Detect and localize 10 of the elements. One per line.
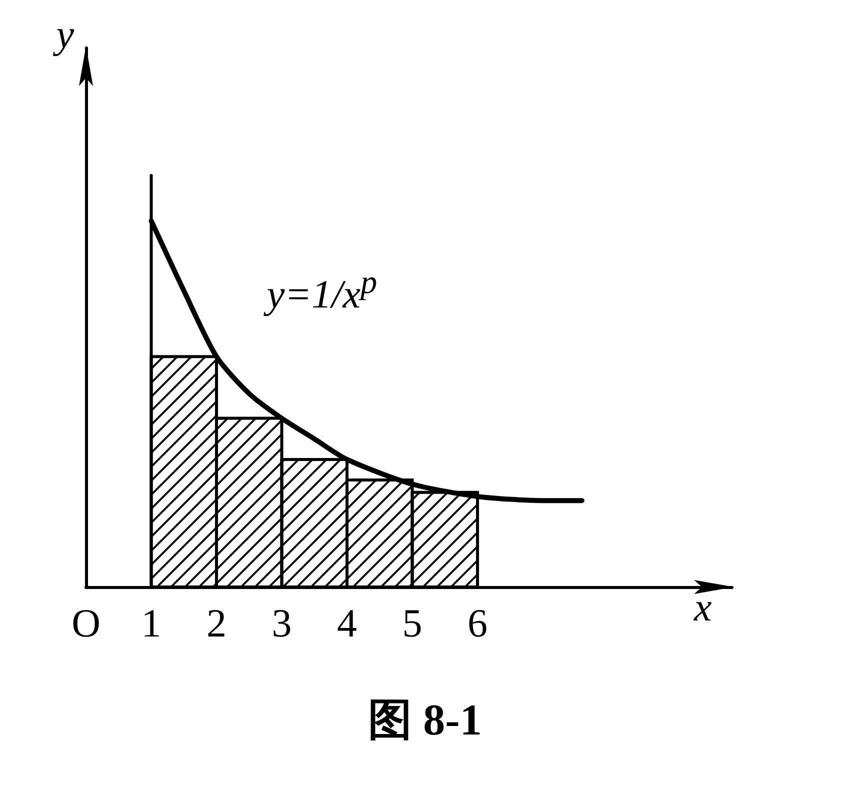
x-axis-title: x (693, 584, 712, 630)
x-tick-label: 1 (141, 600, 162, 646)
x-tick-label: 4 (337, 600, 358, 646)
x-tick-label: 5 (402, 600, 422, 646)
x-tick-label: 3 (272, 600, 292, 646)
x-tick-label: 6 (468, 600, 488, 646)
x-tick-label: 2 (206, 600, 227, 646)
y-axis-title: y (52, 12, 74, 56)
x-tick-label: O (72, 600, 100, 646)
caption: 图 8-1 (368, 696, 482, 744)
